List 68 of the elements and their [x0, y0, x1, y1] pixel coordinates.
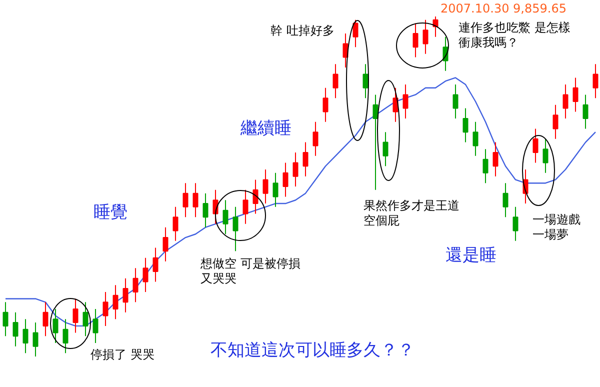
annotation: 想做空 可是被停損 — [200, 256, 300, 271]
annotation: 睡覺 — [94, 202, 128, 223]
candlestick — [82, 302, 88, 337]
annotation: 一場夢 — [532, 228, 568, 242]
candlestick — [322, 87, 328, 122]
candlestick — [182, 182, 188, 218]
candlestick — [532, 128, 538, 164]
candlestick — [362, 64, 368, 99]
text: 2007.10.30 9,859.65 — [440, 1, 566, 16]
candlestick — [502, 182, 508, 218]
candlestick — [112, 284, 118, 320]
candlestick — [262, 169, 268, 204]
candlestick — [92, 308, 98, 344]
annotation: 不知道這次可以睡多久？？ — [210, 340, 414, 361]
annotation: 連作多也吃鱉 是怎樣 — [458, 20, 570, 34]
candlestick — [422, 19, 428, 54]
candlestick — [2, 302, 8, 337]
candlestick — [402, 84, 408, 120]
candlestick — [162, 226, 168, 262]
candlestick — [152, 247, 158, 282]
candlestick — [582, 94, 588, 130]
candlestick — [562, 84, 568, 120]
annotation: 繼續睡 — [240, 118, 292, 139]
candlestick — [472, 121, 478, 156]
candlestick — [142, 257, 148, 292]
candlestick — [572, 77, 578, 112]
candlestick — [122, 278, 128, 313]
candlestick — [62, 318, 68, 354]
candlestick — [52, 308, 58, 344]
candlestick — [302, 142, 308, 177]
candlestick — [32, 322, 38, 358]
candlestick — [352, 19, 358, 48]
candlestick — [252, 179, 258, 214]
candlestick — [292, 152, 298, 188]
annotation: 衝康我嗎？ — [458, 35, 518, 50]
candlestick — [232, 206, 238, 252]
annotation: 幹 吐掉好多 — [270, 23, 334, 38]
candlestick — [42, 302, 48, 337]
candlestick — [282, 162, 288, 198]
candlestick — [242, 189, 248, 224]
candlestick — [462, 108, 468, 143]
candlestick — [512, 206, 518, 242]
candlestick — [22, 318, 28, 354]
candlestick — [552, 104, 558, 140]
candlestick — [312, 121, 318, 156]
candlestick — [72, 298, 78, 334]
candlestick — [202, 192, 208, 228]
annotation: 一場遊戲 — [532, 212, 580, 227]
candlestick — [332, 64, 338, 99]
annotation: 空個屁 — [364, 214, 400, 228]
candlestick — [222, 200, 228, 235]
candlestick — [592, 64, 598, 99]
candlestick — [492, 142, 498, 177]
candlestick — [412, 22, 418, 58]
annotation: 果然作多才是王道 — [364, 198, 460, 213]
candlestick — [542, 138, 548, 174]
candlestick — [482, 148, 488, 184]
candlestick — [132, 268, 138, 303]
candlestick — [272, 172, 278, 208]
candlestick — [452, 84, 458, 120]
candlestick — [192, 182, 198, 218]
candlestick — [172, 206, 178, 242]
annotation: 還是睡 — [446, 246, 496, 266]
candlestick — [382, 132, 388, 167]
annotation: 停損了 哭哭 — [90, 348, 154, 362]
candlestick — [12, 312, 18, 347]
annotation: 又哭哭 — [200, 272, 236, 286]
candlestick — [102, 291, 108, 326]
